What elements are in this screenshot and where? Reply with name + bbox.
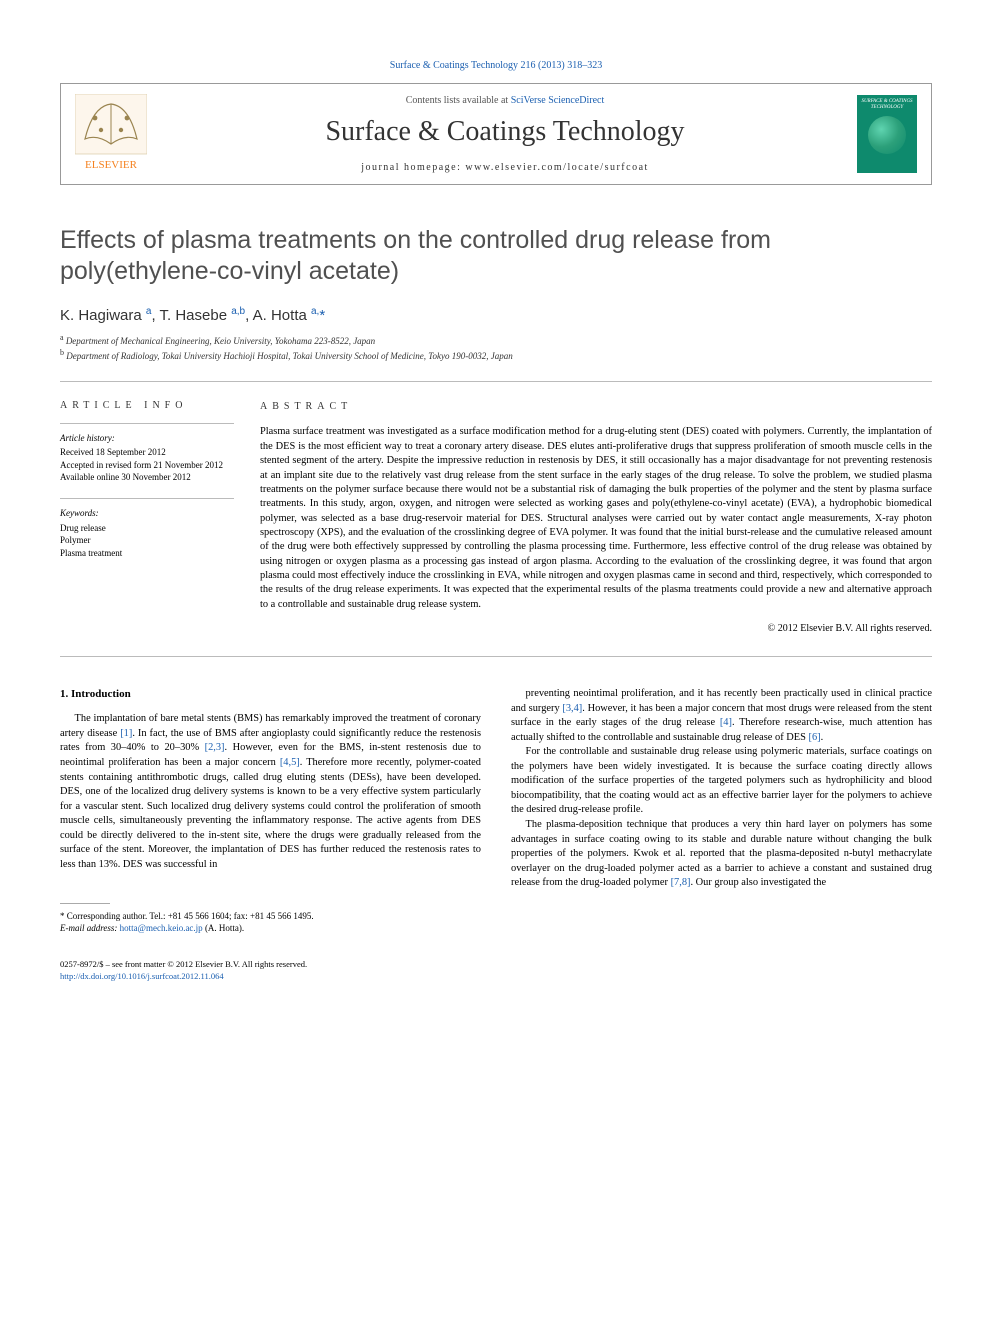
doi-link[interactable]: http://dx.doi.org/10.1016/j.surfcoat.201… xyxy=(60,971,224,981)
article-title: Effects of plasma treatments on the cont… xyxy=(60,225,932,288)
article-info-panel: article info Article history: Received 1… xyxy=(60,400,260,636)
page-footer: 0257-8972/$ – see front matter © 2012 El… xyxy=(60,959,481,983)
article-history: Article history: Received 18 September 2… xyxy=(60,423,234,484)
journal-header: ELSEVIER Contents lists available at Sci… xyxy=(60,83,932,185)
intro-paragraph: preventing neointimal proliferation, and… xyxy=(511,687,932,745)
abstract-copyright: © 2012 Elsevier B.V. All rights reserved… xyxy=(260,622,932,636)
intro-paragraph: The implantation of bare metal stents (B… xyxy=(60,712,481,872)
intro-paragraph: For the controllable and sustainable dru… xyxy=(511,745,932,818)
citation-line: Surface & Coatings Technology 216 (2013)… xyxy=(60,60,932,71)
intro-paragraph: The plasma-deposition technique that pro… xyxy=(511,818,932,891)
column-right: preventing neointimal proliferation, and… xyxy=(511,687,932,983)
contents-lists-line: Contents lists available at SciVerse Sci… xyxy=(167,95,843,106)
journal-homepage: journal homepage: www.elsevier.com/locat… xyxy=(167,162,843,173)
abstract-heading: abstract xyxy=(260,400,932,414)
sciencedirect-link[interactable]: SciVerse ScienceDirect xyxy=(511,95,605,106)
corresponding-author-footnote: * Corresponding author. Tel.: +81 45 566… xyxy=(60,910,481,935)
abstract-panel: abstract Plasma surface treatment was in… xyxy=(260,400,932,636)
article-info-heading: article info xyxy=(60,400,234,411)
svg-text:ELSEVIER: ELSEVIER xyxy=(85,159,138,171)
abstract-text: Plasma surface treatment was investigate… xyxy=(260,425,932,612)
column-left: 1. Introduction The implantation of bare… xyxy=(60,687,481,983)
keywords-block: Keywords: Drug releasePolymerPlasma trea… xyxy=(60,498,234,559)
body-columns: 1. Introduction The implantation of bare… xyxy=(60,687,932,983)
section-1-heading: 1. Introduction xyxy=(60,687,481,702)
email-link[interactable]: hotta@mech.keio.ac.jp xyxy=(120,923,203,933)
publisher-logo: ELSEVIER xyxy=(75,94,147,174)
journal-cover-thumbnail: SURFACE & COATINGS TECHNOLOGY xyxy=(857,95,917,173)
journal-title: Surface & Coatings Technology xyxy=(167,116,843,148)
affiliations: a Department of Mechanical Engineering, … xyxy=(60,332,932,363)
authors-line: K. Hagiwara a, T. Hasebe a,b, A. Hotta a… xyxy=(60,306,932,324)
